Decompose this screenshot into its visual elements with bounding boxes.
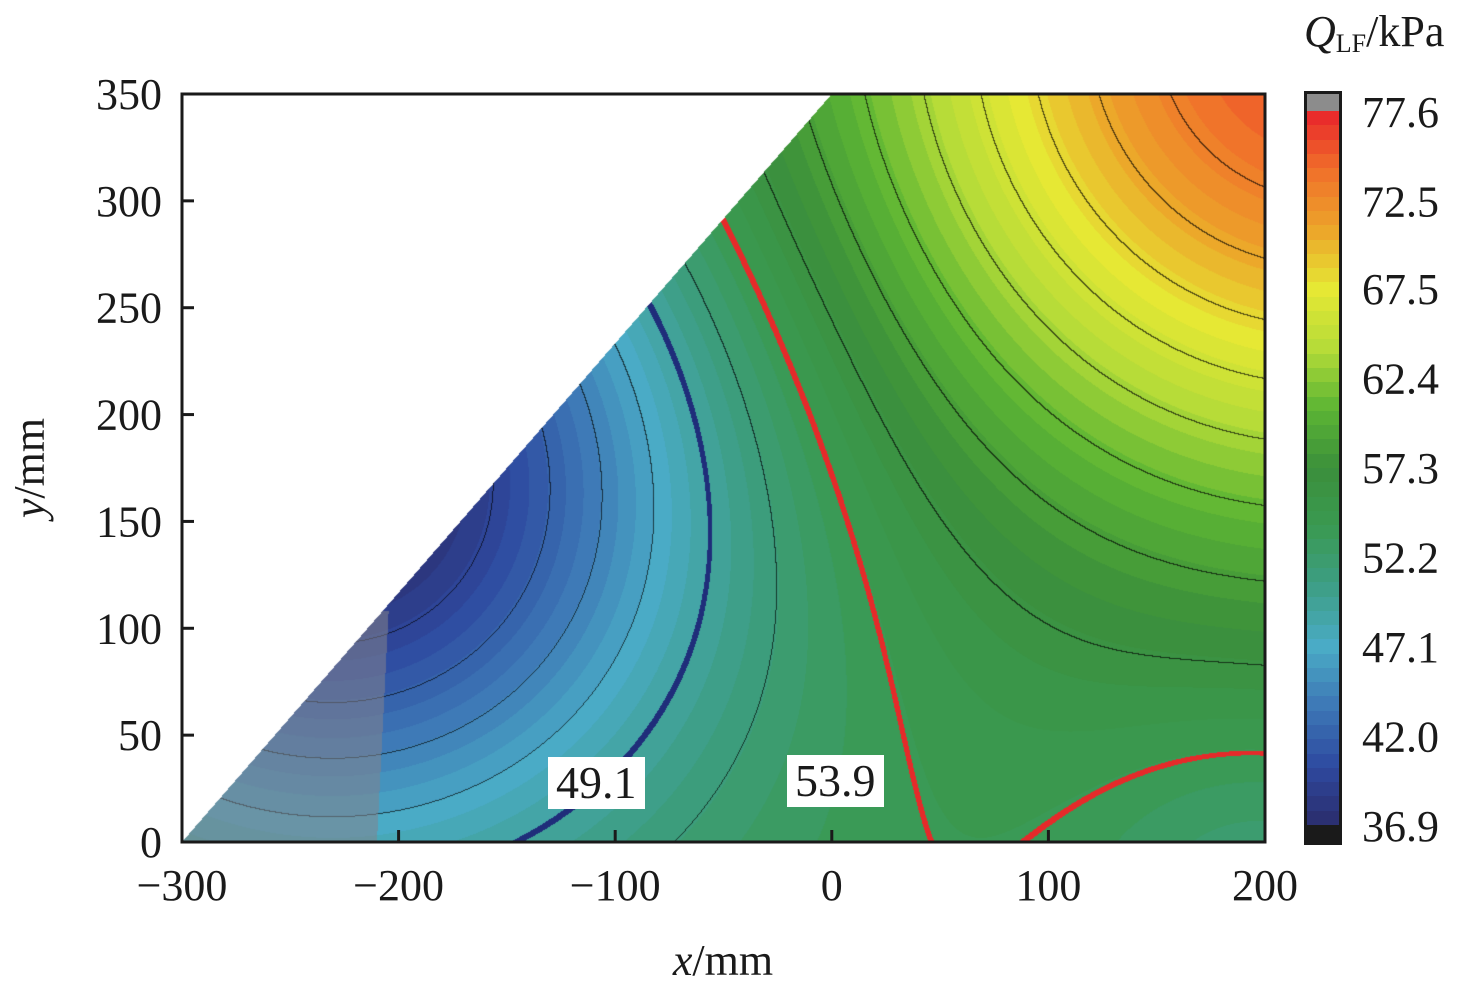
colorbar-band: [1307, 368, 1339, 383]
colorbar-band: [1307, 125, 1339, 141]
colorbar-band: [1307, 325, 1339, 341]
colorbar-band: [1307, 739, 1339, 755]
colorbar-tick-label: 77.6: [1362, 88, 1439, 137]
y-tick-label: 300: [96, 177, 162, 226]
colorbar-tick-label: 62.4: [1362, 355, 1439, 404]
colorbar-tick-label: 72.5: [1362, 177, 1439, 226]
colorbar-tick-label: 47.1: [1362, 623, 1439, 672]
colorbar-band: [1307, 296, 1339, 312]
colorbar: [1304, 91, 1342, 845]
plot-frame: [180, 92, 1267, 844]
colorbar-band: [1307, 182, 1339, 198]
colorbar-band: [1307, 196, 1339, 212]
colorbar-band: [1307, 353, 1339, 369]
colorbar-band: [1307, 396, 1339, 412]
colorbar-band: [1307, 468, 1339, 483]
x-tick-label: 0: [821, 861, 843, 910]
colorbar-band: [1307, 253, 1339, 269]
colorbar-band: [1307, 667, 1339, 683]
x-tick-label: −300: [137, 861, 228, 910]
colorbar-band: [1307, 796, 1339, 812]
colorbar-band: [1307, 282, 1339, 298]
colorbar-band: [1307, 567, 1339, 583]
colorbar-band: [1307, 225, 1339, 241]
colorbar-band: [1307, 453, 1339, 469]
colorbar-band: [1307, 268, 1339, 283]
x-axis-label: x/mm: [672, 936, 773, 985]
colorbar-band: [1307, 610, 1339, 626]
colorbar-band: [1307, 710, 1339, 726]
colorbar-band: [1307, 168, 1339, 183]
colorbar-band: [1307, 482, 1339, 498]
colorbar-band: [1307, 510, 1339, 526]
colorbar-band: [1307, 139, 1339, 155]
colorbar-band: [1307, 553, 1339, 569]
contour-label-53-9: 53.9: [787, 755, 884, 807]
colorbar-over: [1307, 94, 1339, 111]
y-axis-label: y/mm: [5, 418, 54, 522]
colorbar-band: [1307, 425, 1339, 441]
colorbar-band: [1307, 439, 1339, 455]
colorbar-band: [1307, 696, 1339, 712]
colorbar-band: [1307, 210, 1339, 226]
y-tick-label: 0: [140, 818, 162, 867]
y-tick-label: 150: [96, 497, 162, 546]
colorbar-tick-label: 57.3: [1362, 444, 1439, 493]
colorbar-band: [1307, 525, 1339, 540]
colorbar-tick-label: 67.5: [1362, 265, 1439, 314]
colorbar-band: [1307, 111, 1339, 126]
y-tick-label: 350: [96, 70, 162, 119]
x-tick-label: 200: [1232, 861, 1298, 910]
colorbar-band: [1307, 653, 1339, 669]
contour-label-49-1: 49.1: [548, 757, 645, 809]
colorbar-band: [1307, 582, 1339, 598]
colorbar-tick-label: 36.9: [1362, 802, 1439, 851]
colorbar-band: [1307, 153, 1339, 169]
colorbar-band: [1307, 725, 1339, 740]
colorbar-tick-label: 42.0: [1362, 713, 1439, 762]
x-tick-label: −200: [353, 861, 444, 910]
contour-fill: [182, 94, 1265, 842]
colorbar-band: [1307, 625, 1339, 640]
colorbar-under: [1307, 825, 1339, 842]
colorbar-band: [1307, 239, 1339, 255]
colorbar-band: [1307, 810, 1339, 826]
colorbar-tick-label: 52.2: [1362, 534, 1439, 583]
y-tick-label: 50: [118, 711, 162, 760]
colorbar-band: [1307, 782, 1339, 798]
colorbar-band: [1307, 682, 1339, 698]
x-tick-label: −100: [570, 861, 661, 910]
colorbar-band: [1307, 596, 1339, 612]
colorbar-band: [1307, 496, 1339, 512]
colorbar-title: QLF/kPa: [1304, 7, 1445, 58]
colorbar-band: [1307, 339, 1339, 355]
y-tick-label: 250: [96, 284, 162, 333]
colorbar-band: [1307, 767, 1339, 783]
colorbar-band: [1307, 753, 1339, 769]
colorbar-band: [1307, 639, 1339, 655]
plot-area: [182, 94, 1265, 842]
colorbar-band: [1307, 310, 1339, 326]
y-tick-label: 100: [96, 604, 162, 653]
x-tick-label: 100: [1015, 861, 1081, 910]
colorbar-band: [1307, 382, 1339, 398]
y-tick-label: 200: [96, 391, 162, 440]
colorbar-band: [1307, 410, 1339, 426]
colorbar-band: [1307, 539, 1339, 555]
